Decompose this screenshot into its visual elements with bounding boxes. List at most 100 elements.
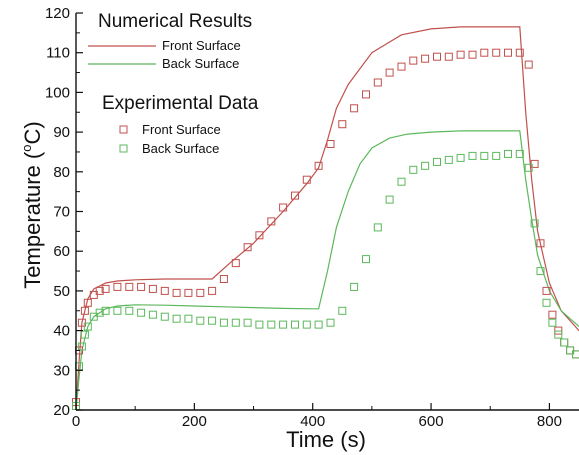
experimental-front-surface-point <box>208 286 217 295</box>
experimental-back-surface-point <box>172 314 181 323</box>
experimental-front-surface-point <box>172 288 181 297</box>
experimental-front-surface-point <box>524 60 533 69</box>
experimental-front-surface-point <box>113 282 122 291</box>
experimental-back-surface-point <box>101 306 110 315</box>
experimental-front-surface-point <box>302 175 311 184</box>
legend-label-numerical-front: Front Surface <box>162 38 241 53</box>
experimental-front-surface-point <box>444 52 453 61</box>
experimental-front-surface-point <box>314 161 323 170</box>
experimental-front-surface-point <box>515 48 524 57</box>
experimental-front-surface-point <box>83 298 92 307</box>
experimental-front-surface-point <box>504 48 512 57</box>
experimental-front-surface-point <box>291 191 299 200</box>
y-tick-label: 50 <box>53 283 70 300</box>
y-tick-label: 70 <box>53 204 70 221</box>
experimental-front-surface-point <box>480 48 489 57</box>
experimental-front-surface-point <box>196 288 205 297</box>
experimental-front-surface-point <box>338 120 347 129</box>
experimental-back-surface-point <box>530 219 539 228</box>
experimental-back-surface-point <box>302 320 311 329</box>
experimental-back-surface-point <box>524 163 533 172</box>
experimental-back-surface-point <box>480 151 489 160</box>
experimental-front-surface-markers <box>72 48 579 407</box>
experimental-back-surface-point <box>279 320 288 329</box>
legend-marker-front <box>119 125 128 134</box>
experimental-front-surface-point <box>160 286 169 295</box>
experimental-back-surface-point <box>456 153 465 162</box>
y-tick-label: 100 <box>45 84 70 101</box>
legend-experimental-heading: Experimental Data <box>102 93 259 114</box>
experimental-back-surface-point <box>184 314 193 323</box>
experimental-back-surface-point <box>373 223 382 232</box>
experimental-back-surface-point <box>77 342 86 351</box>
experimental-front-surface-point <box>409 56 418 65</box>
experimental-back-surface-point <box>548 318 557 327</box>
experimental-front-surface-point <box>80 306 89 315</box>
experimental-front-surface-point <box>560 338 569 347</box>
experimental-front-surface-point <box>542 286 551 295</box>
experimental-front-surface-point <box>456 50 465 59</box>
experimental-front-surface-point <box>184 288 193 297</box>
experimental-back-surface-point <box>536 267 545 276</box>
experimental-back-surface-point <box>314 320 323 329</box>
experimental-back-surface-point <box>468 151 477 160</box>
experimental-back-surface-point <box>137 308 146 317</box>
experimental-back-surface-point <box>554 330 563 339</box>
experimental-front-surface-point <box>536 239 545 248</box>
x-tick-label: 600 <box>419 413 444 430</box>
y-tick-label: 80 <box>53 164 70 181</box>
degree-superscript: o <box>19 145 34 152</box>
experimental-front-surface-point <box>373 78 382 87</box>
experimental-back-surface-point <box>560 338 569 347</box>
numerical-back-surface-line <box>75 130 579 411</box>
experimental-back-surface-point <box>515 149 524 158</box>
experimental-back-surface-point <box>255 320 264 329</box>
legend-label-experimental-front: Front Surface <box>142 122 221 137</box>
experimental-back-surface-point <box>433 157 441 166</box>
experimental-back-surface-point <box>492 151 501 160</box>
experimental-back-surface-point <box>196 316 205 325</box>
y-tick-label: 40 <box>53 323 70 340</box>
experimental-front-surface-point <box>148 284 157 293</box>
experimental-front-surface-point <box>125 282 134 291</box>
x-tick-label: 200 <box>182 413 207 430</box>
x-tick-label: 400 <box>300 413 325 430</box>
experimental-front-surface-point <box>95 286 104 295</box>
experimental-front-surface-point <box>548 310 557 319</box>
experimental-back-surface-point <box>326 318 335 327</box>
legend-marker-back <box>119 144 128 153</box>
experimental-back-surface-point <box>409 165 418 174</box>
experimental-back-surface-point <box>362 255 370 264</box>
experimental-back-surface-point <box>148 310 157 319</box>
experimental-front-surface-point <box>433 52 441 61</box>
experimental-front-surface-point <box>421 54 430 63</box>
experimental-back-surface-point <box>338 306 347 315</box>
experimental-back-surface-point <box>444 155 453 164</box>
experimental-back-surface-point <box>125 306 134 315</box>
experimental-front-surface-point <box>231 259 240 268</box>
experimental-front-surface-point <box>137 282 146 291</box>
x-tick-label: 800 <box>537 413 562 430</box>
experimental-back-surface-point <box>231 318 240 327</box>
experimental-front-surface-point <box>255 231 264 240</box>
y-tick-label: 110 <box>46 45 70 62</box>
axes: 20 30 40 50 60 70 80 90 100 110 120 0 200 400 600 800 <box>45 5 579 430</box>
y-tick-label: 30 <box>53 362 70 379</box>
x-tick-label: 0 <box>72 413 80 430</box>
experimental-back-surface-point <box>243 318 252 327</box>
legend-numerical-heading: Numerical Results <box>98 11 252 32</box>
experimental-front-surface-point <box>468 50 477 59</box>
experimental-back-surface-point <box>113 306 122 315</box>
experimental-front-surface-point <box>243 243 252 252</box>
experimental-front-surface-point <box>267 217 276 226</box>
experimental-back-surface-point <box>350 282 359 291</box>
legend: Numerical Results Front Surface Back Sur… <box>88 11 259 156</box>
experimental-back-surface-point <box>160 312 169 321</box>
plot-area <box>72 26 579 411</box>
experimental-back-surface-point <box>291 320 299 329</box>
experimental-back-surface-point <box>542 298 551 307</box>
experimental-front-surface-point <box>492 48 501 57</box>
experimental-back-surface-point <box>397 177 406 186</box>
experimental-back-surface-point <box>80 330 89 339</box>
